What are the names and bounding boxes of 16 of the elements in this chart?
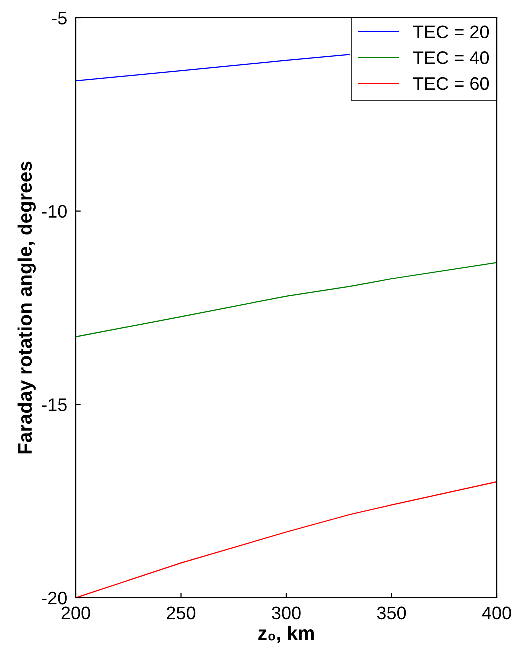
y-tick-label: -10 — [42, 205, 67, 218]
legend-label: TEC = 40 — [413, 52, 490, 64]
y-tick-label: -5 — [52, 12, 67, 25]
x-tick-label: 400 — [482, 606, 512, 620]
y-tick-label: -20 — [42, 592, 67, 605]
line-series — [76, 262, 497, 338]
legend-label: TEC = 20 — [413, 26, 490, 38]
x-tick-label: 200 — [62, 606, 90, 620]
x-axis-title: z₀, km — [258, 626, 314, 644]
x-tick-label: 300 — [272, 606, 301, 620]
x-tick-label: 250 — [167, 606, 196, 620]
y-axis-title: Faraday rotation angle, degrees — [18, 162, 36, 454]
y-tick-label: -15 — [42, 398, 67, 412]
legend-label: TEC = 60 — [413, 77, 490, 90]
line-series — [76, 54, 350, 82]
x-tick-label: 350 — [377, 606, 406, 620]
